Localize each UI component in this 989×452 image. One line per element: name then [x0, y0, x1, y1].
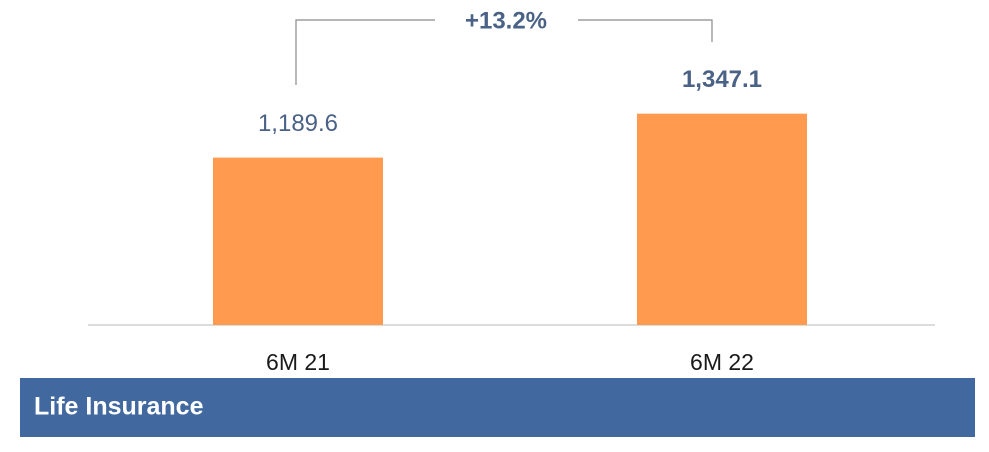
bar: [637, 113, 807, 325]
x-tick-label: 6M 21: [266, 349, 330, 375]
x-tick-label: 6M 22: [690, 349, 754, 375]
bracket-left: [295, 19, 435, 85]
bar: [213, 157, 383, 325]
value-label: 1,347.1: [682, 66, 762, 93]
footer-banner: [20, 378, 975, 437]
footer-title: Life Insurance: [34, 393, 204, 421]
growth-annotation: +13.2%: [465, 7, 547, 34]
bracket-right: [578, 19, 713, 42]
value-label: 1,189.6: [258, 110, 338, 137]
